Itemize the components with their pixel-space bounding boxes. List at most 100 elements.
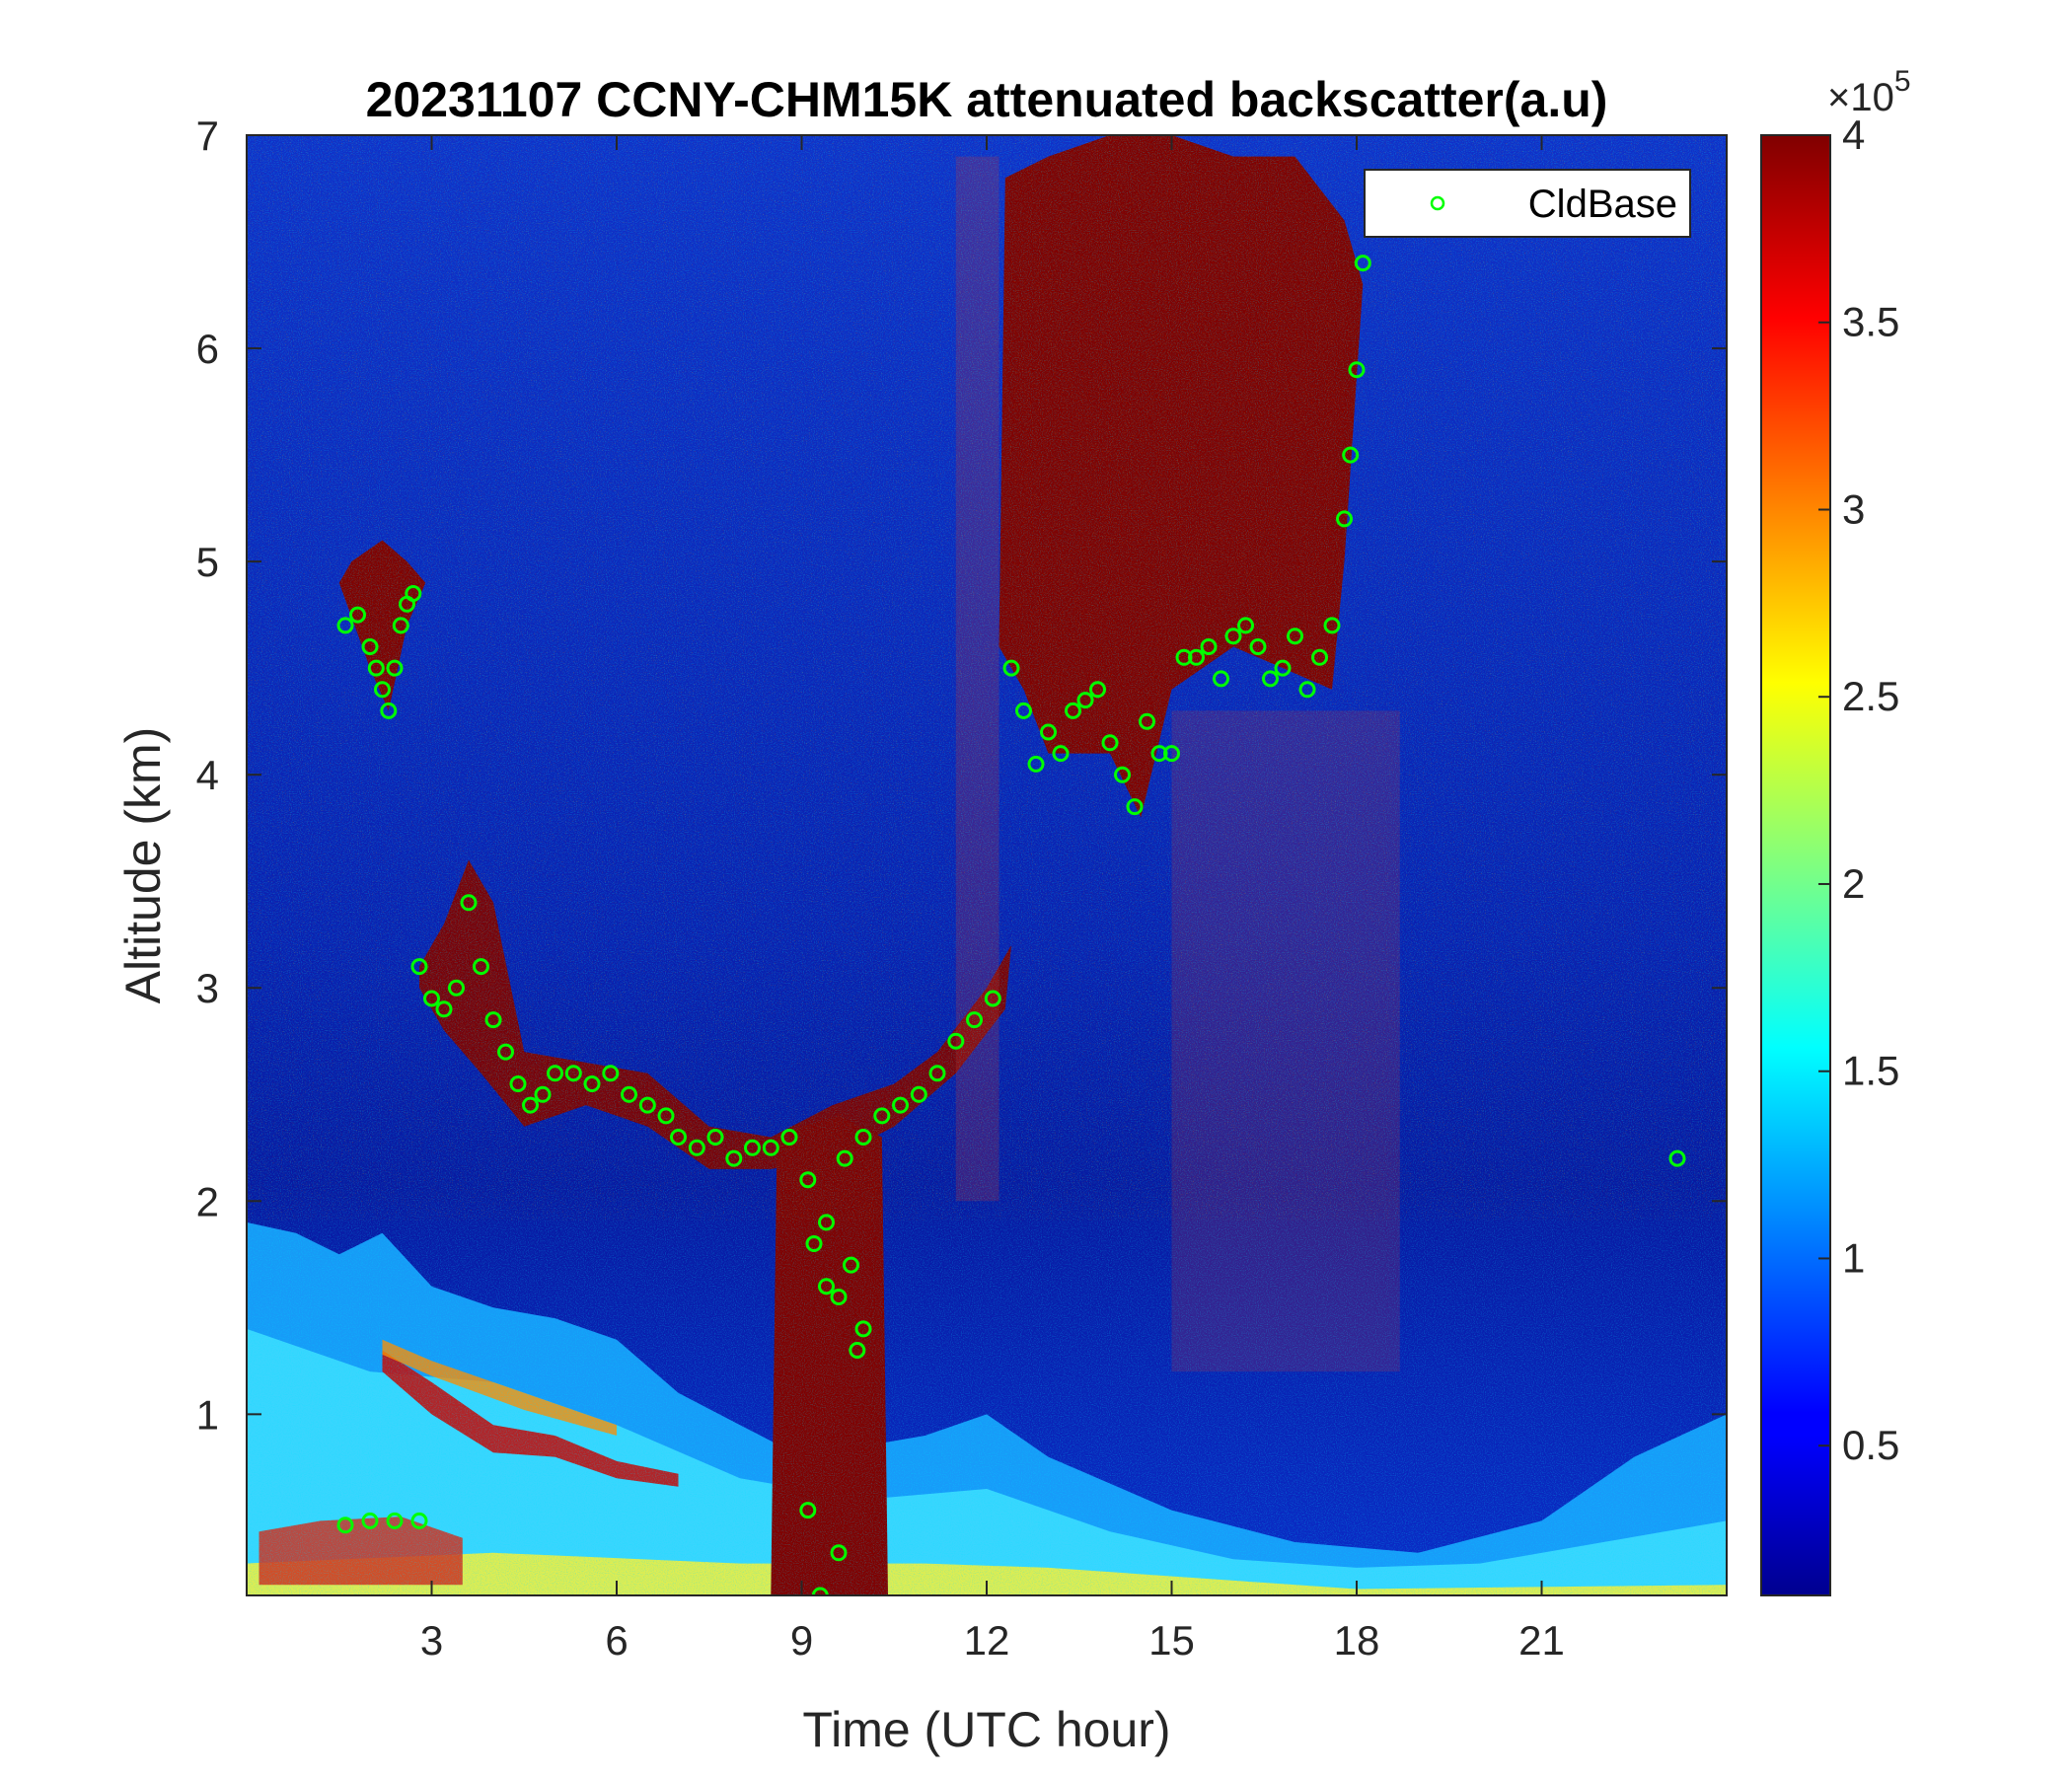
- cldbase-point: [336, 617, 354, 634]
- cldbase-point: [966, 1011, 983, 1029]
- cldbase-point: [380, 702, 398, 719]
- cldbase-point: [1040, 723, 1057, 741]
- x-tick-label: 6: [605, 1617, 628, 1664]
- colorbar-frame: [1760, 134, 1831, 1596]
- cldbase-point: [762, 1139, 779, 1156]
- cldbase-point: [830, 1289, 848, 1305]
- cldbase-point: [818, 1214, 835, 1231]
- cldbase-point: [1101, 734, 1119, 752]
- cldbase-point: [1089, 681, 1106, 699]
- cldbase-point: [410, 958, 428, 976]
- heatmap-noise-hot: [247, 135, 1727, 1221]
- cldbase-point: [1200, 638, 1218, 655]
- cldbase-point: [1311, 648, 1328, 666]
- y-tick-label: 1: [196, 1391, 219, 1438]
- cldbase-point: [910, 1085, 927, 1103]
- cldbase-point: [564, 1065, 582, 1082]
- cldbase-point: [1348, 361, 1366, 379]
- cldbase-point: [928, 1065, 946, 1082]
- cldbase-point: [547, 1065, 563, 1082]
- cldbase-point: [843, 1256, 859, 1274]
- cldbase-point: [854, 1320, 872, 1338]
- x-tick-label: 21: [1518, 1617, 1565, 1664]
- y-tick-label: 6: [196, 326, 219, 372]
- cldbase-point: [361, 1512, 379, 1529]
- cldbase-scatter: [336, 255, 1686, 1595]
- cldbase-point: [1262, 670, 1279, 688]
- cldbase-point: [410, 1512, 428, 1529]
- cldbase-point: [1027, 755, 1045, 773]
- cldbase-point: [460, 894, 478, 912]
- cldbase-point: [836, 1149, 853, 1167]
- colorbar-tick-label: 2: [1842, 860, 1865, 907]
- cldbase-point: [374, 681, 391, 699]
- cldbase-point: [1139, 712, 1155, 730]
- cldbase-point: [1298, 681, 1316, 699]
- cldbase-point: [534, 1085, 552, 1103]
- cldbase-point: [1224, 628, 1242, 645]
- cldbase-point: [497, 1043, 514, 1061]
- cldbase-point: [1114, 766, 1131, 783]
- cldbase-point: [811, 1587, 829, 1595]
- cldbase-point: [1002, 659, 1020, 677]
- cldbase-point: [830, 1544, 848, 1562]
- colorbar-tick-label: 0.5: [1842, 1422, 1899, 1468]
- cldbase-point: [1015, 702, 1032, 719]
- cldbase-point: [1274, 659, 1292, 677]
- x-tick-label: 12: [964, 1617, 1010, 1664]
- colorbar-tick-label: 2.5: [1842, 673, 1899, 719]
- colorbar-exponent-power: 5: [1894, 65, 1911, 98]
- x-tick-label: 9: [790, 1617, 813, 1664]
- cldbase-point: [818, 1278, 835, 1295]
- colorbar: 0.5 1 1.5 2 2.5 3 3.5 4 ×105: [1760, 65, 1911, 1596]
- cldbase-point: [725, 1149, 743, 1167]
- cldbase-point: [688, 1139, 705, 1156]
- cldbase-point: [336, 1517, 354, 1534]
- cldbase-point: [1065, 702, 1081, 719]
- cldbase-point: [1354, 255, 1371, 272]
- cldbase-point: [1342, 446, 1360, 464]
- cldbase-point: [602, 1065, 620, 1082]
- cldbase-point: [947, 1032, 965, 1050]
- x-tick-label: 15: [1148, 1617, 1195, 1664]
- colorbar-exponent: ×105: [1827, 65, 1911, 119]
- cldbase-point: [799, 1171, 817, 1189]
- colorbar-tick-label: 1: [1842, 1234, 1865, 1281]
- cldbase-point: [873, 1107, 891, 1125]
- y-tick-label: 4: [196, 752, 219, 798]
- cldbase-point: [1052, 745, 1070, 763]
- x-ticks: 3 6 9 12 15 18 21: [420, 135, 1565, 1664]
- colorbar-ticks: 0.5 1 1.5 2 2.5 3 3.5 4: [1818, 111, 1899, 1468]
- x-tick-label: 3: [420, 1617, 443, 1664]
- colorbar-exponent-prefix: ×10: [1827, 76, 1894, 119]
- y-axis-label: Altitude (km): [115, 727, 171, 1004]
- chart-title: 20231107 CCNY-CHM15K attenuated backscat…: [366, 72, 1608, 127]
- x-tick-label: 18: [1334, 1617, 1380, 1664]
- cldbase-point: [799, 1502, 817, 1519]
- colorbar-tick-label: 4: [1842, 111, 1865, 158]
- cldbase-point: [386, 659, 404, 677]
- cldbase-point: [744, 1139, 761, 1156]
- y-tick-label: 3: [196, 965, 219, 1011]
- legend: CldBase: [1364, 169, 1691, 238]
- cldbase-point: [361, 638, 379, 655]
- cldbase-point: [386, 1512, 404, 1529]
- cldbase-point: [1287, 628, 1303, 645]
- cldbase-point: [405, 585, 422, 602]
- plot-area: [247, 135, 1727, 1595]
- cldbase-point: [854, 1129, 872, 1146]
- cldbase-point: [780, 1129, 798, 1146]
- y-tick-label: 2: [196, 1178, 219, 1224]
- cldbase-point: [657, 1107, 675, 1125]
- colorbar-tick-label: 1.5: [1842, 1048, 1899, 1094]
- cldbase-point: [509, 1075, 527, 1092]
- cldbase-point: [621, 1085, 637, 1103]
- cldbase-point: [1163, 745, 1180, 763]
- x-axis-label: Time (UTC hour): [802, 1702, 1170, 1757]
- cldbase-point: [892, 1096, 909, 1114]
- cldbase-point: [1188, 648, 1205, 666]
- colorbar-tick-label: 3.5: [1842, 299, 1899, 345]
- cldbase-point: [984, 990, 1001, 1007]
- y-tick-label: 5: [196, 539, 219, 585]
